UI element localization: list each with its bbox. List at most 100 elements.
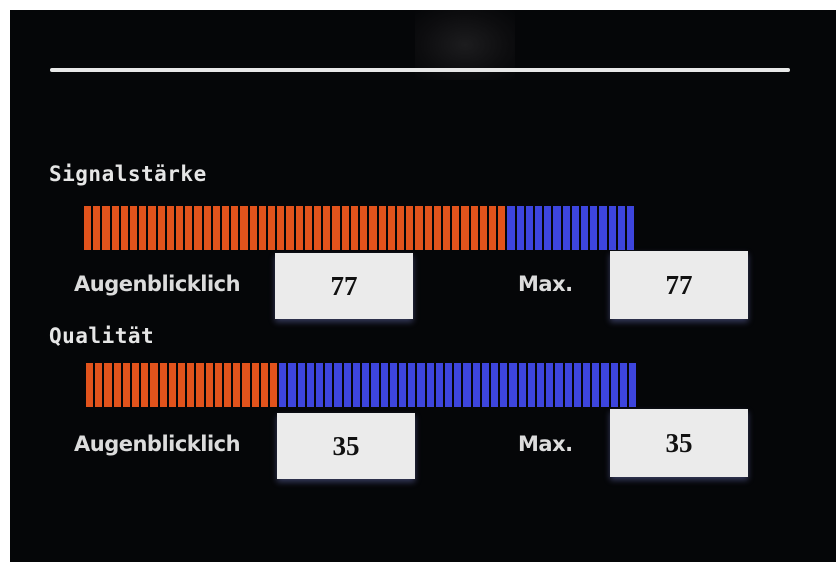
meter-segment-active xyxy=(194,206,202,250)
meter-segment-active xyxy=(95,363,103,407)
quality-max-label: Max. xyxy=(518,432,573,456)
meter-segment-active xyxy=(166,206,175,250)
meter-segment-active xyxy=(314,206,322,250)
meter-segment-active xyxy=(84,206,92,250)
meter-segment-inactive xyxy=(592,363,600,407)
meter-segment-active xyxy=(111,206,119,250)
meter-segment-inactive xyxy=(571,206,579,250)
meter-segment-inactive xyxy=(608,206,616,250)
meter-segment-inactive xyxy=(306,363,315,407)
meter-segment-inactive xyxy=(626,206,635,250)
meter-segment-active xyxy=(249,206,257,250)
meter-segment-inactive xyxy=(527,363,535,407)
meter-segment-inactive xyxy=(398,363,407,407)
meter-segment-active xyxy=(268,206,276,250)
meter-segment-inactive xyxy=(334,363,342,407)
meter-segment-active xyxy=(461,206,469,250)
meter-segment-inactive xyxy=(553,206,561,250)
meter-segment-active xyxy=(102,206,110,250)
meter-segment-active xyxy=(176,206,184,250)
meter-segment-inactive xyxy=(297,363,305,407)
meter-segment-inactive xyxy=(619,363,627,407)
meter-segment-active xyxy=(178,363,186,407)
meter-segment-inactive xyxy=(525,206,533,250)
meter-segment-active xyxy=(113,363,121,407)
meter-segment-active xyxy=(86,363,94,407)
meter-segment-inactive xyxy=(481,363,489,407)
meter-segment-active xyxy=(224,363,232,407)
meter-segment-active xyxy=(242,363,250,407)
meter-segment-inactive xyxy=(316,363,324,407)
meter-segment-inactive xyxy=(534,206,543,250)
meter-segment-active xyxy=(498,206,506,250)
meter-segment-active xyxy=(433,206,441,250)
signal-max-value: 77 xyxy=(610,251,748,319)
meter-segment-inactive xyxy=(279,363,287,407)
meter-segment-active xyxy=(341,206,349,250)
signal-current-value: 77 xyxy=(275,253,413,319)
meter-segment-active xyxy=(222,206,230,250)
signal-current-label: Augenblicklich xyxy=(74,272,241,296)
meter-segment-inactive xyxy=(490,363,499,407)
meter-segment-inactive xyxy=(500,363,508,407)
meter-segment-inactive xyxy=(518,363,526,407)
meter-segment-active xyxy=(214,363,223,407)
meter-segment-inactive xyxy=(582,363,591,407)
meter-segment-active xyxy=(205,363,213,407)
meter-segment-active xyxy=(396,206,405,250)
meter-segment-active xyxy=(442,206,451,250)
meter-segment-active xyxy=(159,363,167,407)
meter-segment-active xyxy=(479,206,487,250)
meter-segment-active xyxy=(157,206,165,250)
meter-segment-active xyxy=(141,363,149,407)
meter-segment-active xyxy=(360,206,368,250)
meter-segment-inactive xyxy=(444,363,453,407)
meter-segment-inactive xyxy=(601,363,609,407)
meter-segment-inactive xyxy=(599,206,607,250)
meter-segment-active xyxy=(93,206,101,250)
meter-segment-active xyxy=(104,363,112,407)
meter-segment-inactive xyxy=(507,206,515,250)
meter-segment-inactive xyxy=(472,363,480,407)
meter-segment-active xyxy=(286,206,294,250)
meter-segment-inactive xyxy=(389,363,397,407)
meter-segment-active xyxy=(258,206,267,250)
meter-segment-inactive xyxy=(536,363,545,407)
meter-segment-active xyxy=(233,363,241,407)
meter-segment-active xyxy=(251,363,259,407)
meter-segment-active xyxy=(452,206,460,250)
quality-current-label: Augenblicklich xyxy=(74,432,241,456)
meter-segment-inactive xyxy=(463,363,471,407)
meter-segment-inactive xyxy=(371,363,379,407)
meter-segment-active xyxy=(488,206,497,250)
meter-segment-active xyxy=(196,363,204,407)
quality-max-value: 35 xyxy=(610,409,748,477)
meter-segment-active xyxy=(350,206,359,250)
meter-segment-active xyxy=(231,206,239,250)
meter-segment-active xyxy=(295,206,303,250)
meter-segment-inactive xyxy=(610,363,618,407)
meter-segment-inactive xyxy=(426,363,434,407)
signal-max-label: Max. xyxy=(518,272,573,296)
meter-segment-inactive xyxy=(590,206,598,250)
meter-segment-active xyxy=(139,206,147,250)
signal-strength-meter xyxy=(84,206,635,250)
meter-segment-inactive xyxy=(352,363,361,407)
meter-segment-inactive xyxy=(516,206,524,250)
meter-segment-inactive xyxy=(362,363,370,407)
meter-segment-active xyxy=(387,206,395,250)
meter-segment-inactive xyxy=(628,363,637,407)
meter-segment-active xyxy=(240,206,248,250)
meter-segment-active xyxy=(130,206,138,250)
meter-segment-inactive xyxy=(509,363,517,407)
meter-segment-active xyxy=(424,206,432,250)
meter-segment-active xyxy=(369,206,377,250)
meter-segment-active xyxy=(304,206,313,250)
meter-segment-inactive xyxy=(325,363,333,407)
meter-segment-inactive xyxy=(408,363,416,407)
meter-segment-inactive xyxy=(562,206,570,250)
quality-current-value: 35 xyxy=(277,413,415,479)
header-divider xyxy=(50,68,790,72)
meter-segment-active xyxy=(323,206,331,250)
meter-segment-active xyxy=(212,206,221,250)
